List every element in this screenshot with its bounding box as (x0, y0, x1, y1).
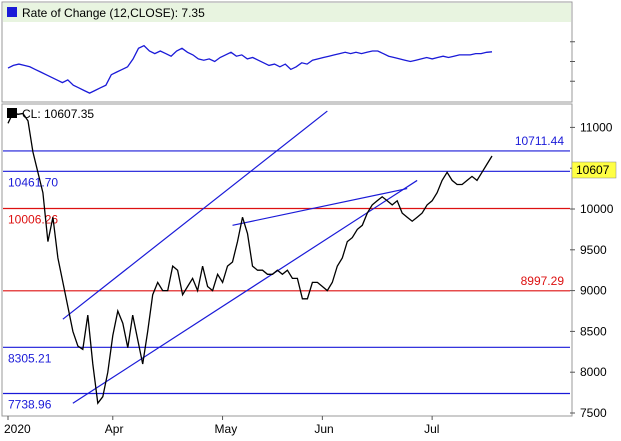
x-tick-label: 2020 (4, 422, 31, 436)
roc-header-bar (3, 3, 571, 22)
y-tick-label: 11000 (580, 120, 613, 134)
price-panel-frame (1, 103, 573, 417)
y-tick-label: 8500 (580, 324, 607, 338)
x-tick-label: Jul (424, 422, 439, 436)
roc-legend-text: Rate of Change (12,CLOSE): 7.35 (22, 6, 205, 20)
x-tick-label: Jun (314, 422, 333, 436)
level-label: 10711.44 (515, 134, 564, 148)
y-tick-label: 9000 (580, 284, 607, 298)
y-tick-label: 9500 (580, 243, 607, 257)
y-tick-label: 8000 (580, 365, 607, 379)
roc-legend-swatch-icon (7, 7, 17, 17)
roc-layer (7, 41, 575, 94)
level-label: 8305.21 (8, 351, 52, 365)
price-legend-text: CL: 10607.35 (22, 107, 94, 121)
level-label: 8997.29 (521, 274, 565, 288)
y-tick-label: 7500 (580, 406, 607, 420)
last-price-badge (571, 161, 617, 179)
roc-series-line (7, 44, 493, 94)
trend-line-mid (232, 188, 408, 226)
price-legend-swatch-icon (7, 108, 17, 118)
x-tick-label: Apr (105, 422, 124, 436)
level-label: 7738.96 (8, 398, 52, 412)
trend-line-upper (62, 110, 328, 320)
last-price-label: 10607 (576, 163, 610, 177)
y-tick-label: 10000 (580, 202, 614, 216)
level-label: 10461.70 (8, 175, 58, 189)
price-series-line (7, 111, 493, 405)
x-tick-label: May (215, 422, 238, 436)
price-layer: 7500800085009000950010000105001100010711… (3, 110, 614, 436)
trend-line-lower (72, 179, 418, 404)
